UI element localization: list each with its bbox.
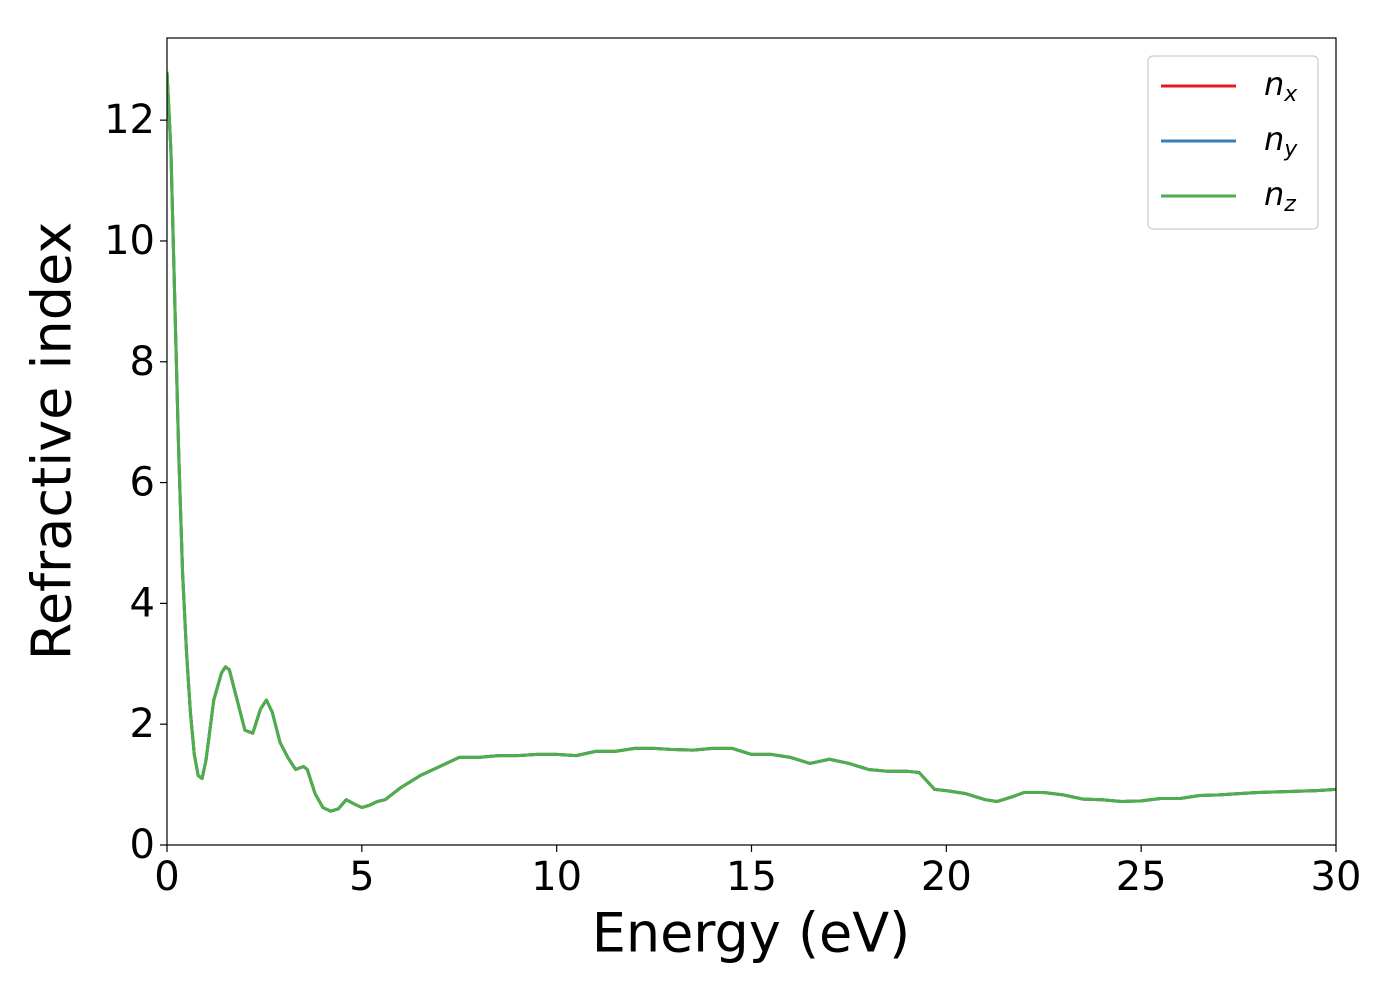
y-tick-label: 8 [130,339,155,385]
y-tick-label: 2 [130,701,155,747]
x-tick-label: 5 [349,854,374,900]
y-tick-label: 4 [130,580,155,626]
legend-label: ny [1264,120,1298,162]
y-tick-label: 10 [104,218,155,264]
y-tick-label: 0 [130,822,155,868]
series-line [167,71,1336,813]
x-tick-label: 30 [1311,854,1362,900]
x-tick-label: 10 [531,854,582,900]
plot-frame [166,37,1337,846]
y-tick-label: 12 [104,97,155,143]
x-tick-label: 25 [1116,854,1167,900]
legend-label: nx [1264,65,1298,107]
x-tick-label: 15 [726,854,777,900]
x-tick-label: 0 [154,854,179,900]
y-tick-label: 6 [130,460,155,506]
x-axis-label: Energy (eV) [592,902,911,965]
y-axis-label: Refractive index [21,222,84,661]
x-tick-label: 20 [921,854,972,900]
legend-label: nz [1264,175,1296,217]
